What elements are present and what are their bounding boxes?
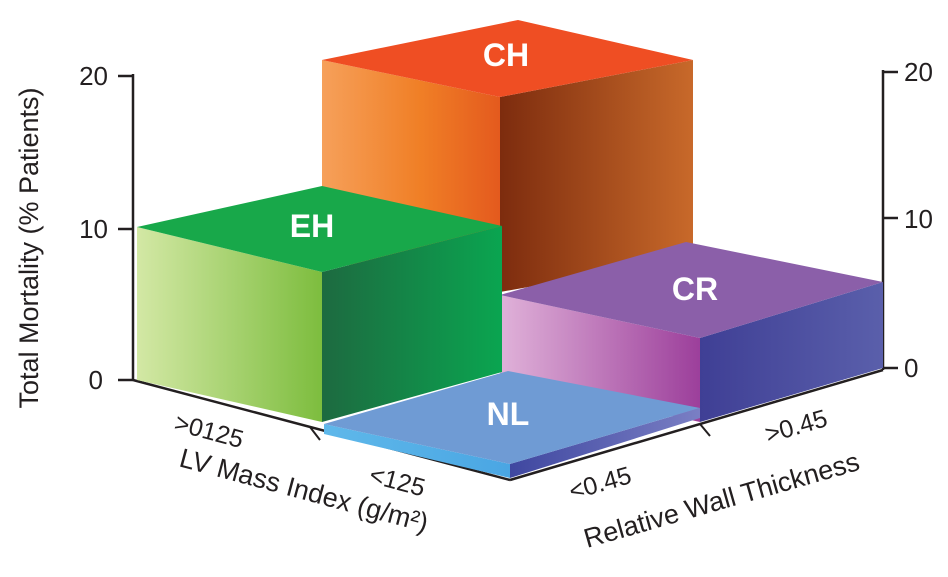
bar-cr-label: CR <box>672 271 718 307</box>
right-tick-label-10: 10 <box>904 204 933 234</box>
bar-cr-top <box>500 242 883 338</box>
y-axis-right: 20 10 0 <box>881 57 933 383</box>
y-tick-label-0: 0 <box>89 365 103 395</box>
bar-eh: EH <box>137 186 502 422</box>
bar-cr-front <box>500 295 700 422</box>
right-tick-label-0: 0 <box>904 353 918 383</box>
y-axis-title: Total Mortality (% Patients) <box>14 87 44 408</box>
bar-cr: CR <box>500 242 883 422</box>
bar-nl-label: NL <box>487 396 530 432</box>
bar-ch-top <box>322 20 693 97</box>
bar-nl: NL <box>324 371 700 478</box>
bar-nl-side <box>510 408 700 478</box>
bar-cr-side <box>700 282 883 422</box>
y-tick-label-10: 10 <box>79 214 108 244</box>
y-tick-label-20: 20 <box>79 61 108 91</box>
right-tick-label-20: 20 <box>904 57 933 87</box>
bar-nl-front <box>324 424 510 478</box>
base-axes <box>132 368 884 482</box>
bar-eh-top <box>137 186 502 272</box>
bar-eh-front <box>137 227 322 422</box>
bar-eh-label: EH <box>290 208 334 244</box>
z-tick-label-gt045: >0.45 <box>762 404 831 448</box>
bar-eh-side <box>322 226 502 422</box>
bar-nl-top <box>324 371 700 464</box>
y-axis-left: 20 10 0 Total Mortality (% Patients) <box>14 61 135 409</box>
z-tick-label-lt045: <0.45 <box>566 461 635 505</box>
bar-ch-label: CH <box>483 37 529 73</box>
bar-ch-side <box>500 60 693 292</box>
